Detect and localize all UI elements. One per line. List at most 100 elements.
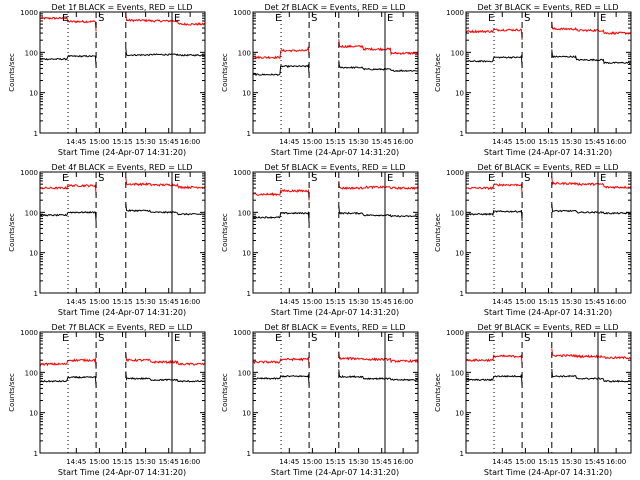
x-axis-label: Start Time (24-Apr-07 14:31:20) <box>58 148 186 157</box>
y-tick-label: 100 <box>451 49 464 57</box>
y-axis-label: Counts/sec <box>8 373 16 412</box>
x-tick-label: 15:00 <box>302 138 322 146</box>
marker-label: S <box>524 333 530 344</box>
x-tick-label: 15:15 <box>325 458 345 466</box>
lld-series-line <box>39 176 206 196</box>
y-tick-label: 100 <box>25 369 38 377</box>
x-tick-label: 15:30 <box>562 138 582 146</box>
detector-panel-1: Det 1f BLACK = Events, RED = LLD Counts/s… <box>8 3 206 157</box>
x-tick-label: 15:15 <box>325 138 345 146</box>
y-tick-label: 10 <box>455 250 464 258</box>
x-tick-label: 15:15 <box>538 138 558 146</box>
x-tick-label: 14:45 <box>279 138 299 146</box>
x-tick-label: 15:15 <box>538 298 558 306</box>
x-tick-label: 15:45 <box>585 458 605 466</box>
x-tick-label: 14:45 <box>279 458 299 466</box>
x-tick-label: 14:45 <box>66 138 86 146</box>
x-tick-label: 15:15 <box>538 458 558 466</box>
marker-label: S <box>311 333 317 344</box>
detector-panel-5: Det 5f BLACK = Events, RED = LLD Counts/s… <box>221 163 419 317</box>
x-axis-label: Start Time (24-Apr-07 14:31:20) <box>58 308 186 317</box>
y-axis-label: Counts/sec <box>434 53 442 92</box>
y-tick-label: 10 <box>455 410 464 418</box>
x-tick-label: 16:00 <box>606 138 626 146</box>
x-tick-label: 15:00 <box>302 458 322 466</box>
lld-series-line <box>252 351 419 369</box>
marker-label: E <box>62 333 68 344</box>
y-tick-label: 10 <box>242 250 251 258</box>
x-tick-label: 15:45 <box>585 138 605 146</box>
plot-frame <box>252 11 419 134</box>
lld-series-line <box>465 21 632 40</box>
x-tick-label: 15:30 <box>136 298 156 306</box>
x-tick-label: 14:45 <box>66 298 86 306</box>
events-series-line <box>39 47 205 67</box>
x-tick-label: 15:30 <box>136 138 156 146</box>
panel-title: Det 3f BLACK = Events, RED = LLD <box>477 3 618 12</box>
x-tick-label: 15:00 <box>515 458 535 466</box>
marker-label: E <box>174 13 180 24</box>
lld-series-line <box>465 348 632 366</box>
y-tick-label: 1 <box>34 130 38 138</box>
y-tick-label: 1000 <box>446 169 464 177</box>
y-tick-label: 100 <box>451 209 464 217</box>
y-tick-label: 1 <box>460 290 464 298</box>
y-tick-label: 100 <box>238 369 251 377</box>
x-tick-label: 15:00 <box>89 458 109 466</box>
y-tick-label: 1 <box>460 130 464 138</box>
plot-frame <box>465 331 632 454</box>
y-tick-label: 1000 <box>20 9 38 17</box>
marker-label: S <box>98 13 104 24</box>
detector-panel-8: Det 8f BLACK = Events, RED = LLD Counts/s… <box>221 323 419 477</box>
lld-series-line <box>39 353 206 370</box>
plot-frame <box>39 171 206 294</box>
events-series-line <box>252 60 419 77</box>
x-tick-label: 15:15 <box>112 138 132 146</box>
x-tick-label: 15:30 <box>349 138 369 146</box>
marker-label: E <box>600 13 606 24</box>
y-axis-label: Counts/sec <box>8 53 16 92</box>
y-tick-label: 10 <box>242 90 251 98</box>
marker-label: E <box>275 173 281 184</box>
y-tick-label: 100 <box>238 209 251 217</box>
x-tick-label: 16:00 <box>606 298 626 306</box>
x-axis-label: Start Time (24-Apr-07 14:31:20) <box>271 148 399 157</box>
x-axis-label: Start Time (24-Apr-07 14:31:20) <box>484 468 612 477</box>
plot-frame <box>39 331 206 454</box>
x-tick-label: 14:45 <box>279 298 299 306</box>
x-tick-label: 16:00 <box>606 458 626 466</box>
x-tick-label: 15:15 <box>112 458 132 466</box>
y-tick-label: 1000 <box>233 9 251 17</box>
events-series-line <box>465 49 632 67</box>
marker-label: E <box>275 333 281 344</box>
plot-frame <box>465 11 632 134</box>
y-tick-label: 1 <box>34 290 38 298</box>
panel-title: Det 6f BLACK = Events, RED = LLD <box>477 163 618 172</box>
x-axis-label: Start Time (24-Apr-07 14:31:20) <box>58 468 186 477</box>
events-series-line <box>465 203 632 222</box>
x-tick-label: 15:45 <box>159 138 179 146</box>
panel-title: Det 9f BLACK = Events, RED = LLD <box>477 323 618 332</box>
detector-panel-6: Det 6f BLACK = Events, RED = LLD Counts/s… <box>434 163 632 317</box>
y-tick-label: 1 <box>247 450 251 458</box>
x-axis-label: Start Time (24-Apr-07 14:31:20) <box>484 148 612 157</box>
plot-frame <box>465 171 632 294</box>
marker-label: E <box>275 13 281 24</box>
x-tick-label: 15:45 <box>159 458 179 466</box>
x-tick-label: 15:00 <box>89 298 109 306</box>
panel-title: Det 4f BLACK = Events, RED = LLD <box>51 163 192 172</box>
x-tick-label: 15:45 <box>372 458 392 466</box>
y-tick-label: 1000 <box>446 329 464 337</box>
y-tick-label: 1 <box>460 450 464 458</box>
panel-title: Det 8f BLACK = Events, RED = LLD <box>264 323 405 332</box>
marker-label: E <box>600 333 606 344</box>
detector-panel-3: Det 3f BLACK = Events, RED = LLD Counts/s… <box>434 3 632 157</box>
x-tick-label: 15:30 <box>136 458 156 466</box>
marker-label: S <box>98 173 104 184</box>
events-series-line <box>39 203 206 223</box>
x-tick-label: 16:00 <box>180 298 200 306</box>
marker-label: E <box>174 173 180 184</box>
x-tick-label: 15:15 <box>325 298 345 306</box>
plot-frame <box>39 11 206 134</box>
marker-label: E <box>488 173 494 184</box>
